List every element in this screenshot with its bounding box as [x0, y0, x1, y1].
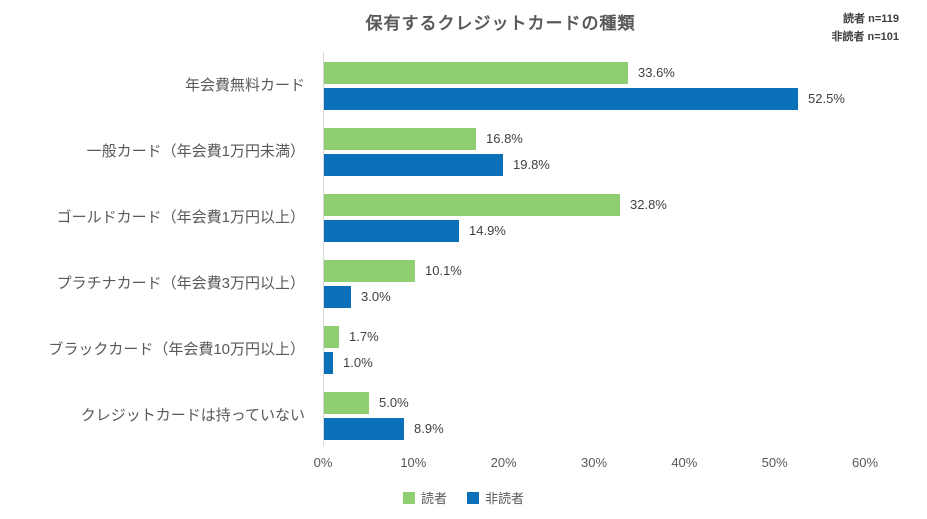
y-axis-line — [323, 52, 324, 446]
sample-size-labels: 読者 n=119 非読者 n=101 — [831, 10, 899, 46]
category-label: クレジットカードは持っていない — [80, 407, 305, 424]
n-label-readers: 読者 n=119 — [843, 13, 899, 25]
value-label: 19.8% — [513, 157, 550, 172]
x-tick-label: 50% — [761, 455, 788, 470]
category-label: 年会費無料カード — [184, 77, 305, 94]
bar-非読者-3 — [324, 286, 351, 308]
value-label: 1.7% — [349, 329, 379, 344]
legend-label-readers: 読者 — [420, 491, 447, 506]
bar-読者-2 — [324, 194, 620, 216]
legend: 読者 非読者 — [0, 488, 927, 507]
value-label: 33.6% — [638, 65, 675, 80]
category-label: ゴールドカード（年会費1万円以上） — [56, 209, 305, 226]
bar-非読者-5 — [324, 418, 404, 440]
value-label: 32.8% — [630, 197, 667, 212]
legend-label-nonreaders: 非読者 — [485, 491, 525, 506]
x-tick-label: 0% — [313, 455, 333, 470]
value-label: 14.9% — [469, 223, 506, 238]
value-label: 10.1% — [425, 263, 462, 278]
value-label: 3.0% — [361, 289, 391, 304]
bar-非読者-1 — [324, 154, 503, 176]
x-tick-label: 20% — [490, 455, 517, 470]
value-label: 8.9% — [414, 421, 444, 436]
category-label: 一般カード（年会費1万円未満） — [86, 143, 305, 160]
legend-item-nonreaders: 非読者 — [467, 488, 524, 507]
bar-読者-1 — [324, 128, 476, 150]
x-tick-label: 30% — [580, 455, 608, 470]
bar-非読者-2 — [324, 220, 459, 242]
x-tick-label: 60% — [851, 455, 879, 470]
legend-swatch-nonreaders — [467, 491, 479, 504]
chart-title: 保有するクレジットカードの種類 — [365, 14, 636, 33]
bar-読者-0 — [324, 62, 628, 84]
x-tick-label: 40% — [671, 455, 698, 470]
value-label: 1.0% — [343, 355, 373, 370]
bar-読者-4 — [324, 326, 339, 348]
value-label: 16.8% — [486, 131, 523, 146]
category-label: ブラックカード（年会費10万円以上） — [48, 341, 305, 358]
bar-非読者-4 — [324, 352, 333, 374]
legend-item-readers: 読者 — [402, 488, 447, 507]
category-label: プラチナカード（年会費3万円以上） — [56, 275, 305, 292]
legend-swatch-readers — [402, 491, 415, 504]
value-label: 52.5% — [808, 91, 845, 106]
n-label-nonreaders: 非読者 n=101 — [831, 31, 899, 43]
x-tick-label: 10% — [400, 455, 427, 470]
bar-読者-3 — [324, 260, 415, 282]
bar-読者-5 — [324, 392, 369, 414]
value-label: 5.0% — [379, 395, 409, 410]
bar-非読者-0 — [324, 88, 798, 110]
